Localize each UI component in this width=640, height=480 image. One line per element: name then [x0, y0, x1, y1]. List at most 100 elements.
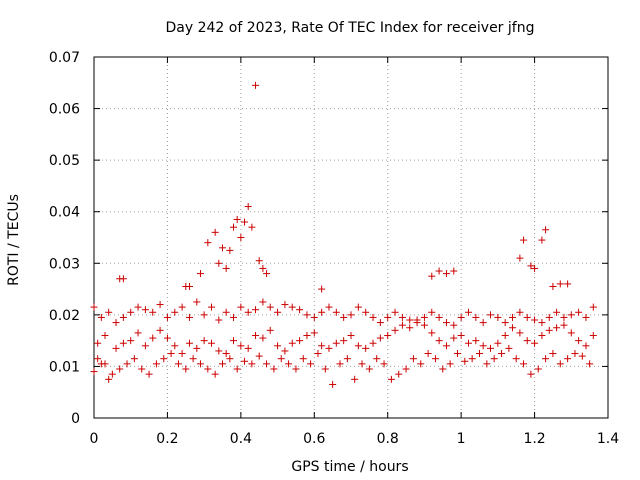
- data-point: [145, 370, 153, 378]
- data-point: [527, 370, 535, 378]
- data-point: [431, 355, 439, 363]
- data-point: [369, 313, 377, 321]
- data-point: [193, 298, 201, 306]
- data-point: [94, 339, 102, 347]
- data-point: [307, 360, 315, 368]
- data-point: [266, 326, 274, 334]
- data-point: [189, 355, 197, 363]
- data-point: [501, 331, 509, 339]
- data-point: [564, 280, 572, 288]
- y-tick-label: 0: [71, 411, 80, 427]
- data-point: [255, 257, 263, 265]
- x-tick-label: 1: [457, 431, 466, 447]
- data-point: [105, 375, 113, 383]
- data-point: [123, 360, 131, 368]
- data-point: [196, 270, 204, 278]
- data-point: [571, 350, 579, 358]
- data-point: [509, 313, 517, 321]
- data-point: [435, 267, 443, 275]
- data-point: [531, 264, 539, 272]
- data-point: [424, 350, 432, 358]
- data-point: [391, 308, 399, 316]
- data-point: [512, 355, 520, 363]
- data-point: [105, 308, 113, 316]
- data-point: [523, 313, 531, 321]
- data-point: [274, 342, 282, 350]
- data-point: [582, 313, 590, 321]
- data-point: [222, 264, 230, 272]
- data-point: [391, 326, 399, 334]
- data-point: [244, 344, 252, 352]
- data-point: [384, 331, 392, 339]
- data-point: [498, 350, 506, 358]
- data-point: [230, 337, 238, 345]
- data-point: [336, 360, 344, 368]
- data-point: [534, 365, 542, 373]
- data-point: [442, 319, 450, 327]
- data-point: [252, 81, 260, 89]
- data-point: [167, 350, 175, 358]
- data-point: [141, 342, 149, 350]
- data-point: [395, 370, 403, 378]
- x-tick-label: 0: [90, 431, 99, 447]
- data-point: [255, 352, 263, 360]
- data-point: [90, 368, 98, 376]
- data-point: [296, 306, 304, 314]
- data-point: [116, 275, 124, 283]
- data-point: [332, 308, 340, 316]
- data-point: [442, 270, 450, 278]
- data-point: [589, 303, 597, 311]
- data-point: [413, 319, 421, 327]
- data-point: [362, 308, 370, 316]
- data-point: [343, 355, 351, 363]
- data-point: [567, 329, 575, 337]
- data-point: [207, 339, 215, 347]
- data-point: [464, 339, 472, 347]
- data-point: [222, 350, 230, 358]
- x-tick-label: 0.4: [230, 431, 252, 447]
- data-point: [476, 350, 483, 358]
- data-point: [479, 319, 487, 327]
- data-point: [549, 282, 557, 290]
- data-point: [178, 350, 186, 358]
- data-point: [90, 303, 98, 311]
- data-point: [207, 303, 215, 311]
- data-point: [560, 321, 568, 329]
- y-tick-label: 0.05: [49, 153, 80, 169]
- data-point: [450, 321, 458, 329]
- data-point: [152, 360, 160, 368]
- data-point: [380, 360, 388, 368]
- y-tick-labels: 0 0.01 0.02 0.03 0.04 0.05 0.06 0.07: [49, 50, 80, 427]
- data-point: [457, 331, 465, 339]
- x-tick-label: 0.6: [303, 431, 325, 447]
- data-point: [233, 215, 241, 223]
- data-point: [542, 355, 550, 363]
- data-point: [141, 306, 149, 314]
- data-point: [281, 301, 289, 309]
- chart-title: Day 242 of 2023, Rate Of TEC Index for r…: [166, 20, 535, 36]
- data-point: [138, 365, 146, 373]
- x-axis-label: GPS time / hours: [291, 459, 408, 475]
- data-point: [274, 308, 282, 316]
- axis-ticks: [93, 56, 609, 419]
- data-point: [130, 355, 138, 363]
- data-point: [112, 319, 120, 327]
- data-point: [420, 321, 428, 329]
- data-point: [112, 344, 120, 352]
- data-point: [237, 342, 245, 350]
- data-point: [296, 337, 304, 345]
- data-point: [417, 360, 425, 368]
- data-point: [347, 311, 355, 319]
- data-point: [457, 313, 465, 321]
- data-point: [211, 228, 219, 236]
- data-point: [578, 352, 586, 360]
- data-point: [373, 355, 381, 363]
- data-point: [134, 303, 142, 311]
- data-point: [560, 313, 568, 321]
- data-point: [398, 313, 406, 321]
- data-point: [185, 282, 193, 290]
- data-point: [230, 223, 238, 231]
- x-tick-label: 0.2: [156, 431, 178, 447]
- data-point: [156, 301, 164, 309]
- data-point: [450, 267, 458, 275]
